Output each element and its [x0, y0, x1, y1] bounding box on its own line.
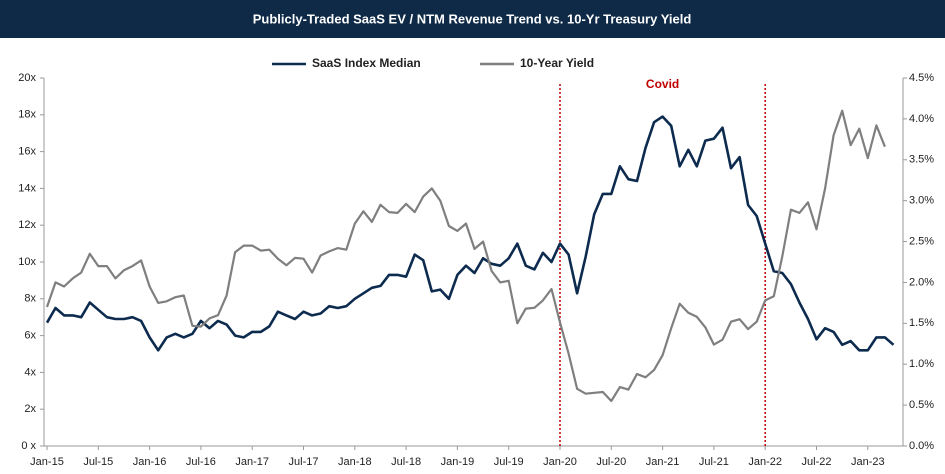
y-tick-label: 18x: [18, 109, 36, 121]
x-tick-label: Jan-21: [646, 456, 680, 468]
y-tick-label: 16x: [18, 146, 36, 158]
y2-tick-label: 3.0%: [909, 195, 934, 207]
y-tick-label: 6x: [24, 330, 36, 342]
y2-tick-label: 0.5%: [909, 399, 934, 411]
y-tick-label: 10x: [18, 256, 36, 268]
y-tick-label: 8x: [24, 293, 36, 305]
x-tick-label: Jan-19: [441, 456, 475, 468]
y-tick-label: 0 x: [21, 440, 36, 452]
x-tick-label: Jul-20: [596, 456, 626, 468]
y2-tick-label: 4.0%: [909, 113, 934, 125]
x-tick-label: Jan-20: [543, 456, 577, 468]
chart-title: Publicly-Traded SaaS EV / NTM Revenue Tr…: [253, 11, 692, 26]
x-tick-label: Jul-22: [802, 456, 832, 468]
y2-tick-label: 2.5%: [909, 235, 934, 247]
x-tick-label: Jul-16: [186, 456, 216, 468]
x-tick-label: Jan-17: [235, 456, 269, 468]
series-line: [45, 109, 886, 403]
x-tick-label: Jul-15: [83, 456, 113, 468]
title-bar: [0, 0, 945, 38]
x-tick-label: Jan-18: [338, 456, 372, 468]
y2-tick-label: 1.0%: [909, 358, 934, 370]
covid-label: Covid: [646, 77, 679, 91]
y2-tick-label: 3.5%: [909, 154, 934, 166]
x-tick-label: Jan-23: [851, 456, 885, 468]
x-tick-label: Jul-19: [494, 456, 524, 468]
y2-tick-label: 0.0%: [909, 440, 934, 452]
y-tick-label: 14x: [18, 182, 36, 194]
series-line: [45, 115, 895, 352]
y2-tick-label: 1.5%: [909, 317, 934, 329]
x-tick-label: Jan-16: [133, 456, 167, 468]
x-tick-label: Jul-21: [699, 456, 729, 468]
x-tick-label: Jan-22: [748, 456, 782, 468]
x-tick-label: Jul-17: [289, 456, 319, 468]
x-tick-label: Jan-15: [30, 456, 64, 468]
y-tick-label: 20x: [18, 72, 36, 84]
y-tick-label: 12x: [18, 219, 36, 231]
y2-tick-label: 4.5%: [909, 72, 934, 84]
x-tick-label: Jul-18: [391, 456, 421, 468]
y-tick-label: 2x: [24, 403, 36, 415]
y2-tick-label: 2.0%: [909, 276, 934, 288]
legend-label: 10-Year Yield: [520, 56, 594, 70]
legend-label: SaaS Index Median: [312, 56, 421, 70]
y-tick-label: 4x: [24, 366, 36, 378]
